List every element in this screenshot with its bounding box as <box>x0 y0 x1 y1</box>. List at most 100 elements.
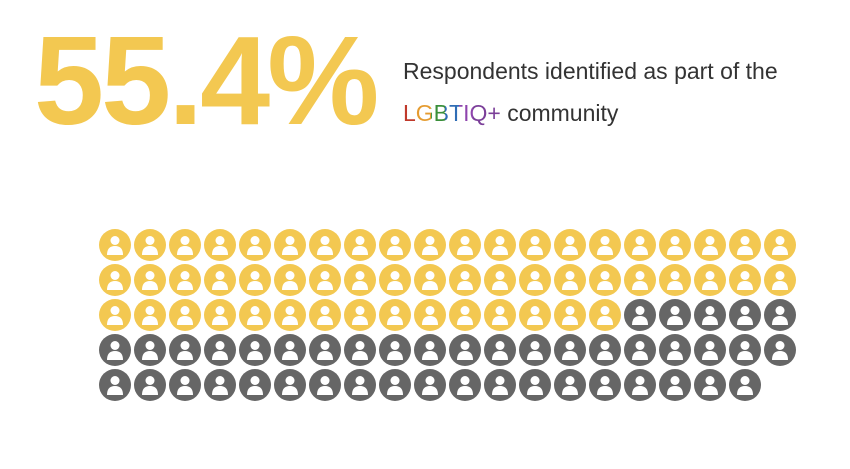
person-icon <box>134 264 166 296</box>
icon-body <box>107 246 123 255</box>
icon-head <box>705 341 715 350</box>
person-icon <box>589 264 621 296</box>
person-icon <box>379 264 411 296</box>
icon-body <box>737 351 753 360</box>
icon-body <box>387 246 403 255</box>
icon-body <box>177 281 193 290</box>
icon-body <box>177 246 193 255</box>
icon-head <box>425 236 435 245</box>
person-icon <box>344 334 376 366</box>
icon-body <box>317 246 333 255</box>
person-icon <box>449 264 481 296</box>
icon-head <box>110 376 120 385</box>
icon-body <box>702 316 718 325</box>
person-icon <box>344 299 376 331</box>
person-icon <box>239 299 271 331</box>
icon-head <box>145 271 155 280</box>
icon-body <box>667 386 683 395</box>
person-icon <box>624 229 656 261</box>
person-icon <box>764 264 796 296</box>
icon-head <box>355 271 365 280</box>
icon-body <box>422 316 438 325</box>
icon-body <box>177 351 193 360</box>
icon-head <box>670 306 680 315</box>
icon-head <box>460 236 470 245</box>
icon-head <box>390 341 400 350</box>
icon-body <box>772 281 788 290</box>
icon-head <box>740 271 750 280</box>
icon-body <box>772 246 788 255</box>
person-icon <box>519 334 551 366</box>
person-icon <box>484 299 516 331</box>
icon-body <box>317 386 333 395</box>
icon-head <box>635 236 645 245</box>
icon-head <box>285 306 295 315</box>
person-icon <box>449 229 481 261</box>
icon-head <box>425 376 435 385</box>
icon-head <box>495 236 505 245</box>
icon-body <box>142 246 158 255</box>
icon-head <box>565 376 575 385</box>
icon-body <box>352 281 368 290</box>
icon-body <box>387 386 403 395</box>
icon-head <box>250 236 260 245</box>
icon-head <box>145 376 155 385</box>
person-icon <box>624 299 656 331</box>
person-icon <box>554 299 586 331</box>
icon-head <box>530 376 540 385</box>
person-icon <box>554 229 586 261</box>
person-icon <box>659 334 691 366</box>
icon-head <box>740 236 750 245</box>
icon-body <box>737 246 753 255</box>
person-icon <box>729 299 761 331</box>
icon-body <box>212 281 228 290</box>
icon-body <box>107 316 123 325</box>
icon-body <box>422 386 438 395</box>
icon-head <box>390 271 400 280</box>
person-icon <box>764 229 796 261</box>
icon-body <box>527 386 543 395</box>
person-icon <box>589 369 621 401</box>
person-icon <box>274 334 306 366</box>
icon-body <box>212 246 228 255</box>
icon-head <box>495 341 505 350</box>
icon-head <box>215 236 225 245</box>
icon-body <box>387 351 403 360</box>
person-icon <box>414 334 446 366</box>
person-icon <box>134 299 166 331</box>
icon-body <box>352 246 368 255</box>
person-icon <box>589 299 621 331</box>
icon-body <box>212 351 228 360</box>
icon-body <box>387 316 403 325</box>
icon-head <box>180 306 190 315</box>
icon-head <box>145 341 155 350</box>
person-icon <box>624 334 656 366</box>
icon-body <box>597 351 613 360</box>
icon-head <box>110 271 120 280</box>
person-icon <box>694 369 726 401</box>
description: Respondents identified as part of the LG… <box>403 50 843 134</box>
icon-head <box>425 306 435 315</box>
icon-body <box>107 281 123 290</box>
icon-head <box>635 376 645 385</box>
icon-head <box>670 271 680 280</box>
icon-head <box>460 271 470 280</box>
icon-body <box>527 316 543 325</box>
icon-body <box>562 386 578 395</box>
icon-head <box>600 236 610 245</box>
icon-body <box>142 281 158 290</box>
icon-body <box>632 246 648 255</box>
person-icon <box>484 334 516 366</box>
person-icon <box>694 264 726 296</box>
person-icon <box>659 299 691 331</box>
icon-head <box>215 306 225 315</box>
icon-body <box>352 316 368 325</box>
person-icon <box>379 229 411 261</box>
icon-head <box>740 306 750 315</box>
icon-head <box>635 306 645 315</box>
icon-head <box>775 306 785 315</box>
icon-head <box>600 306 610 315</box>
icon-head <box>565 306 575 315</box>
icon-body <box>247 316 263 325</box>
icon-head <box>565 236 575 245</box>
